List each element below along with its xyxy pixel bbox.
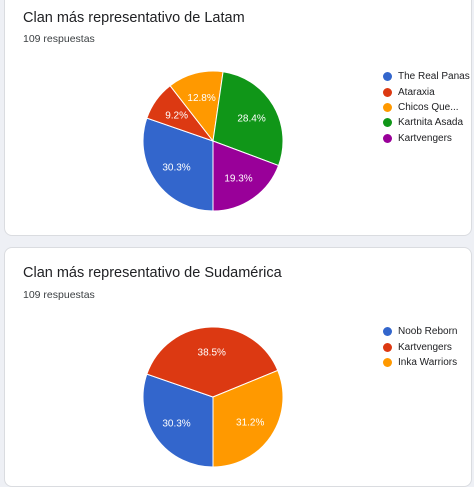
legend-dot-icon [383, 342, 392, 352]
pie-slice-label: 30.3% [162, 162, 190, 173]
pie-slice-label: 30.3% [162, 418, 190, 429]
legend-item-chicos-que: Chicos Que... [383, 100, 470, 115]
legend-label: Ataraxia [398, 86, 435, 98]
response-count: 109 respuestas [23, 289, 95, 301]
legend-dot-icon [383, 327, 392, 337]
legend-dot-icon [383, 87, 392, 97]
pie-slice-label: 31.2% [236, 417, 264, 428]
legend-label: Kartvengers [398, 132, 452, 144]
chart-title: Clan más representativo de Sudamérica [23, 265, 282, 281]
legend-dot-icon [383, 133, 392, 143]
legend-label: Inka Warriors [398, 356, 458, 368]
pie-slice-inka-warriors[interactable] [212, 369, 284, 468]
chart-card-sudamerica: Clan más representativo de Sudamérica 10… [4, 247, 472, 487]
legend-dot-icon [383, 357, 392, 367]
chart-legend-latam: The Real Panas Ataraxia Chicos Que... Kartn… [383, 69, 470, 146]
pie-slice-label: 9.2% [165, 110, 188, 121]
pie-slice-label: 38.5% [198, 348, 226, 359]
legend-label: Noob Reborn [398, 326, 458, 338]
response-count: 109 respuestas [23, 33, 95, 45]
chart-card-latam: Clan más representativo de Latam 109 res… [4, 0, 472, 236]
legend-dot-icon [383, 118, 392, 128]
legend-item-kartvengers: Kartvengers [383, 339, 457, 354]
legend-item-kartvengers: Kartvengers [383, 131, 470, 146]
pie-slice-label: 28.4% [237, 114, 265, 125]
pie-slice-label: 19.3% [224, 173, 252, 184]
pie-slice-kartvengers[interactable] [212, 140, 280, 212]
pie-slice-kartnita-asada[interactable] [212, 71, 284, 167]
legend-item-the-real-panas: The Real Panas [383, 69, 470, 84]
chart-title: Clan más representativo de Latam [23, 10, 245, 26]
pie-slice-kartvengers[interactable] [146, 326, 279, 398]
legend-item-noob-reborn: Noob Reborn [383, 324, 457, 339]
legend-item-kartnita-asada: Kartnita Asada [383, 115, 470, 130]
legend-dot-icon [383, 72, 392, 82]
legend-item-inka-warriors: Inka Warriors [383, 355, 457, 370]
pie-slice-the-real-panas[interactable] [142, 117, 214, 212]
legend-label: The Real Panas [398, 71, 470, 83]
legend-label: Kartvengers [398, 341, 452, 353]
pie-slice-chicos-que[interactable] [169, 70, 224, 143]
pie-chart-latam: 30.3% 9.2% 12.8% 28.4% 19.3% [142, 70, 284, 212]
pie-slice-noob-reborn[interactable] [142, 373, 214, 468]
legend-label: Kartnita Asada [398, 117, 464, 129]
pie-chart-sudamerica: 30.3% 38.5% 31.2% [142, 326, 284, 468]
legend-item-ataraxia: Ataraxia [383, 84, 470, 99]
pie-slice-label: 12.8% [187, 93, 215, 104]
chart-legend-sudamerica: Noob Reborn Kartvengers Inka Warriors [383, 324, 457, 370]
legend-label: Chicos Que... [398, 101, 459, 113]
legend-dot-icon [383, 102, 392, 112]
